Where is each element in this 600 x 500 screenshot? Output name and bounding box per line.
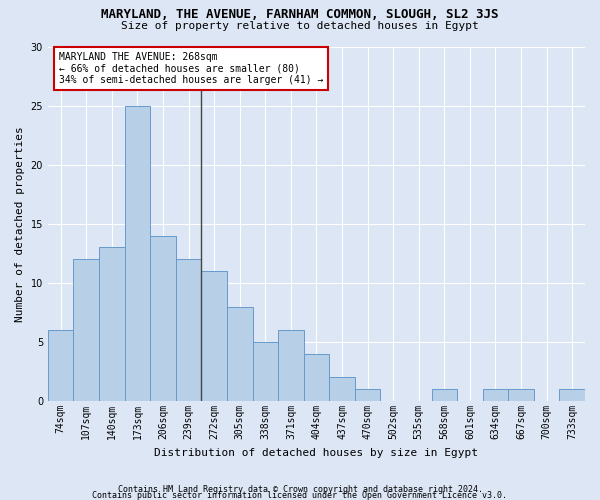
Bar (73, 260, 99, 401)
Bar (227, 306, 253, 401)
Text: Size of property relative to detached houses in Egypt: Size of property relative to detached ho… (121, 21, 479, 31)
Bar (99, 248, 125, 401)
Bar (125, 106, 150, 401)
Bar (431, 390, 457, 401)
Bar (304, 354, 329, 401)
Bar (329, 378, 355, 401)
Bar (48, 330, 73, 401)
Text: Contains HM Land Registry data © Crown copyright and database right 2024.: Contains HM Land Registry data © Crown c… (118, 484, 482, 494)
Bar (508, 390, 534, 401)
Bar (202, 271, 227, 401)
Text: MARYLAND, THE AVENUE, FARNHAM COMMON, SLOUGH, SL2 3JS: MARYLAND, THE AVENUE, FARNHAM COMMON, SL… (101, 8, 499, 20)
Bar (482, 390, 508, 401)
Text: Contains public sector information licensed under the Open Government Licence v3: Contains public sector information licen… (92, 491, 508, 500)
Bar (355, 390, 380, 401)
Y-axis label: Number of detached properties: Number of detached properties (15, 126, 25, 322)
Text: MARYLAND THE AVENUE: 268sqm
← 66% of detached houses are smaller (80)
34% of sem: MARYLAND THE AVENUE: 268sqm ← 66% of det… (59, 52, 323, 85)
Bar (278, 330, 304, 401)
Bar (559, 390, 585, 401)
Bar (176, 260, 202, 401)
Bar (253, 342, 278, 401)
X-axis label: Distribution of detached houses by size in Egypt: Distribution of detached houses by size … (154, 448, 478, 458)
Bar (150, 236, 176, 401)
